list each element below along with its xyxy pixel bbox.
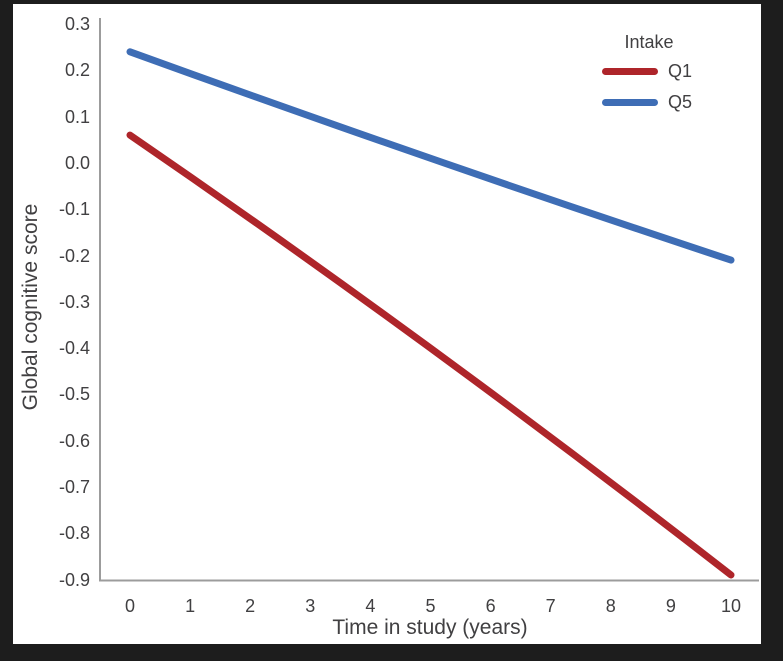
- x-tick-label: 7: [545, 596, 556, 616]
- y-axis-title: Global cognitive score: [19, 203, 42, 411]
- x-axis-title: Time in study (years): [332, 616, 528, 639]
- y-tick-label: -0.5: [58, 384, 90, 405]
- x-tick-label: 8: [605, 596, 616, 616]
- legend-items: Q1 Q5: [602, 59, 722, 114]
- legend-title: Intake: [624, 32, 674, 52]
- legend: Intake Q1 Q5: [602, 32, 722, 114]
- x-tick-label: 9: [665, 596, 676, 616]
- x-tick-label: 5: [425, 596, 436, 616]
- y-tick-label: -0.7: [58, 477, 90, 497]
- y-tick-label: -0.9: [58, 569, 90, 590]
- y-tick-label: 0.1: [64, 106, 90, 127]
- y-tick-label: -0.3: [58, 291, 90, 312]
- legend-label: Q1: [668, 61, 693, 81]
- series-line-q5: [126, 48, 735, 264]
- x-tick-label: 4: [365, 596, 376, 616]
- y-tick-label: 0.0: [64, 152, 90, 173]
- legend-item-q1: Q1: [602, 59, 722, 83]
- x-tick-label: 3: [305, 596, 316, 616]
- x-tick-label: 10: [720, 596, 742, 616]
- x-tick-label: 1: [185, 596, 196, 616]
- x-tick-label: 0: [124, 596, 135, 616]
- y-tick-label: 0.2: [64, 60, 90, 81]
- y-tick-label: -0.6: [58, 430, 90, 451]
- x-tick-label: 6: [485, 596, 496, 616]
- y-tick-label: -0.2: [58, 245, 90, 266]
- y-tick-label: 0.3: [64, 14, 90, 34]
- legend-label: Q5: [668, 92, 693, 112]
- chart-canvas: 0.3 0.2 0.1 0.0 -0.1 -0.2 -0.3 -0.4 -0.5 -0.6 -0.7…: [13, 4, 761, 644]
- y-tick-label: -0.1: [58, 199, 90, 220]
- x-tick-label: 2: [245, 596, 256, 616]
- series-line-q1: [126, 131, 735, 579]
- y-tick-label: -0.8: [58, 523, 90, 544]
- line-plot: [99, 18, 759, 582]
- legend-item-q5: Q5: [602, 90, 722, 114]
- axis-spine: [99, 18, 759, 582]
- legend-swatch-q5: [602, 98, 658, 106]
- legend-swatch-q1: [602, 67, 658, 75]
- y-tick-label: -0.4: [58, 338, 90, 359]
